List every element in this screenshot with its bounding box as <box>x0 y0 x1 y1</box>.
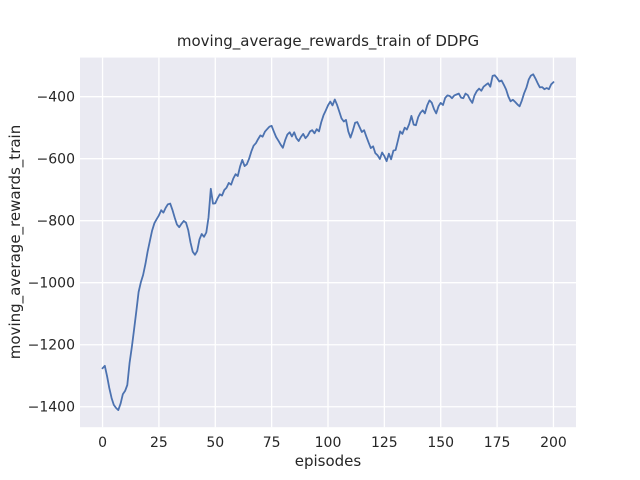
x-tick-label: 100 <box>315 435 342 451</box>
y-tick-label: −600 <box>37 152 75 168</box>
x-tick-label: 0 <box>98 435 107 451</box>
x-tick-label: 25 <box>150 435 168 451</box>
y-tick-label: −1200 <box>28 338 75 354</box>
y-axis-label: moving_average_rewards_train <box>6 124 24 360</box>
x-tick-label: 175 <box>484 435 511 451</box>
y-tick-label: −800 <box>37 214 75 230</box>
y-tick-label: −1000 <box>28 276 75 292</box>
x-tick-label: 75 <box>263 435 281 451</box>
x-tick-label: 125 <box>371 435 398 451</box>
chart-title: moving_average_rewards_train of DDPG <box>176 32 480 50</box>
x-tick-label: 200 <box>540 435 567 451</box>
x-tick-label: 150 <box>427 435 454 451</box>
y-tick-label: −1400 <box>28 400 75 416</box>
series-line <box>101 73 555 411</box>
y-tick-label: −400 <box>37 90 75 106</box>
x-tick-label: 50 <box>206 435 224 451</box>
x-axis-label: episodes <box>294 452 362 470</box>
